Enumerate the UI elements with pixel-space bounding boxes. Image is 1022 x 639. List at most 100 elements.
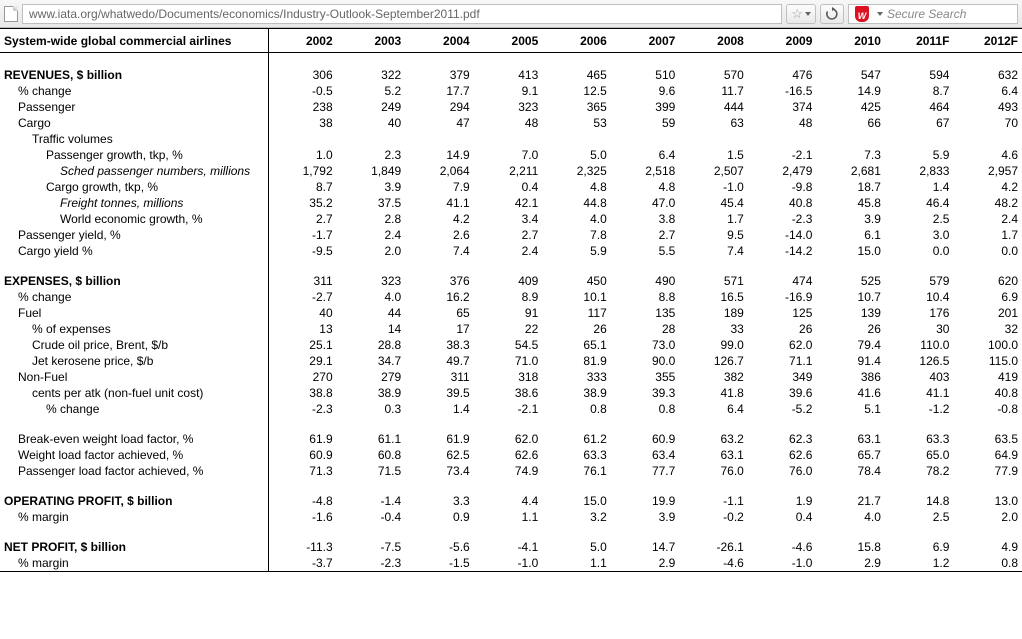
cell: 12.5 xyxy=(542,83,611,99)
cell: 47 xyxy=(405,115,474,131)
cell: 2.4 xyxy=(474,243,543,259)
row-label: Weight load factor achieved, % xyxy=(0,447,268,463)
cell: 7.0 xyxy=(474,147,543,163)
cell: 18.7 xyxy=(816,179,885,195)
cell: 60.9 xyxy=(611,431,680,447)
cell: 0.8 xyxy=(611,401,680,417)
cell: -9.8 xyxy=(748,179,817,195)
cell xyxy=(268,53,337,67)
address-bar[interactable]: www.iata.org/whatwedo/Documents/economic… xyxy=(22,4,782,24)
chevron-down-icon xyxy=(877,12,883,16)
year-header: 2007 xyxy=(611,29,680,53)
cell: 62.0 xyxy=(474,431,543,447)
cell: 91 xyxy=(474,305,543,321)
table-row xyxy=(0,479,1022,493)
cell: 29.1 xyxy=(268,353,337,369)
row-label: REVENUES, $ billion xyxy=(0,67,268,83)
cell: 79.4 xyxy=(816,337,885,353)
cell: 1.4 xyxy=(885,179,954,195)
cell: -4.8 xyxy=(268,493,337,509)
cell xyxy=(268,259,337,273)
cell xyxy=(405,53,474,67)
cell xyxy=(748,131,817,147)
cell: 464 xyxy=(885,99,954,115)
cell: 1.1 xyxy=(474,509,543,525)
cell: 8.9 xyxy=(474,289,543,305)
cell xyxy=(474,259,543,273)
cell: 4.0 xyxy=(337,289,406,305)
cell: 1.7 xyxy=(679,211,748,227)
row-label: Break-even weight load factor, % xyxy=(0,431,268,447)
cell: 63.2 xyxy=(679,431,748,447)
cell: 63.5 xyxy=(953,431,1022,447)
table-row: % change-2.30.31.4-2.10.80.86.4-5.25.1-1… xyxy=(0,401,1022,417)
cell: -16.9 xyxy=(748,289,817,305)
table-row: Cargo growth, tkp, %8.73.97.90.44.84.8-1… xyxy=(0,179,1022,195)
cell: -4.1 xyxy=(474,539,543,555)
cell: 54.5 xyxy=(474,337,543,353)
cell: 6.4 xyxy=(953,83,1022,99)
cell: 63.3 xyxy=(542,447,611,463)
cell: 8.7 xyxy=(885,83,954,99)
row-label xyxy=(0,259,268,273)
table-row: Cargo yield %-9.52.07.42.45.95.57.4-14.2… xyxy=(0,243,1022,259)
table-row: REVENUES, $ billion306322379413465510570… xyxy=(0,67,1022,83)
page-icon xyxy=(4,6,18,22)
cell: 2.7 xyxy=(268,211,337,227)
cell: -1.5 xyxy=(405,555,474,572)
cell: 38.8 xyxy=(268,385,337,401)
reload-button[interactable] xyxy=(820,4,844,24)
cell: 6.4 xyxy=(679,401,748,417)
cell: 1.2 xyxy=(885,555,954,572)
cell: 7.8 xyxy=(542,227,611,243)
cell xyxy=(611,525,680,539)
table-row: Passenger2382492943233653994443744254644… xyxy=(0,99,1022,115)
row-label xyxy=(0,479,268,493)
row-label: Fuel xyxy=(0,305,268,321)
cell xyxy=(679,479,748,493)
cell: 2.4 xyxy=(337,227,406,243)
table-row: World economic growth, %2.72.84.23.44.03… xyxy=(0,211,1022,227)
cell: 39.6 xyxy=(748,385,817,401)
cell: 60.8 xyxy=(337,447,406,463)
cell: 4.2 xyxy=(405,211,474,227)
cell: 2.5 xyxy=(885,211,954,227)
cell xyxy=(953,53,1022,67)
header-row: System-wide global commercial airlines 2… xyxy=(0,29,1022,53)
cell: 19.9 xyxy=(611,493,680,509)
cell: 45.8 xyxy=(816,195,885,211)
cell: 30 xyxy=(885,321,954,337)
year-header: 2003 xyxy=(337,29,406,53)
cell: -2.1 xyxy=(474,401,543,417)
cell: 44.8 xyxy=(542,195,611,211)
cell: 5.9 xyxy=(885,147,954,163)
row-label xyxy=(0,525,268,539)
cell: 493 xyxy=(953,99,1022,115)
cell: 74.9 xyxy=(474,463,543,479)
table-row xyxy=(0,53,1022,67)
cell xyxy=(679,525,748,539)
row-label xyxy=(0,417,268,431)
cell: 2.7 xyxy=(611,227,680,243)
cell: 17 xyxy=(405,321,474,337)
cell: 49.7 xyxy=(405,353,474,369)
cell: 4.9 xyxy=(953,539,1022,555)
cell: 11.7 xyxy=(679,83,748,99)
cell: 238 xyxy=(268,99,337,115)
cell: 5.0 xyxy=(542,539,611,555)
cell xyxy=(337,417,406,431)
cell: 474 xyxy=(748,273,817,289)
cell: 65.0 xyxy=(885,447,954,463)
cell: 66 xyxy=(816,115,885,131)
browser-toolbar: www.iata.org/whatwedo/Documents/economic… xyxy=(0,0,1022,28)
cell: 7.3 xyxy=(816,147,885,163)
bookmark-button[interactable]: ☆ xyxy=(786,4,816,24)
cell: 15.8 xyxy=(816,539,885,555)
cell: 76.1 xyxy=(542,463,611,479)
cell xyxy=(748,525,817,539)
row-label: Passenger xyxy=(0,99,268,115)
cell xyxy=(953,525,1022,539)
row-label xyxy=(0,53,268,67)
cell xyxy=(542,131,611,147)
search-input[interactable]: Secure Search xyxy=(848,4,1018,24)
